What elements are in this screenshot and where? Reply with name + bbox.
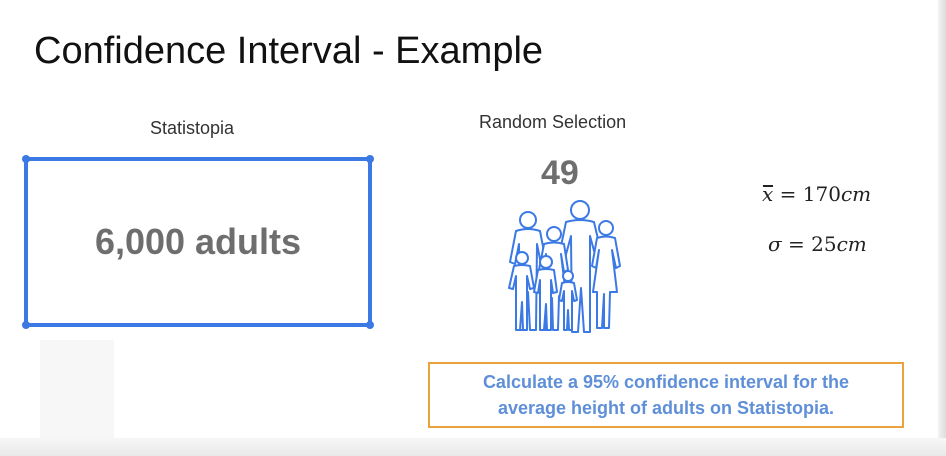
sample-label: Random Selection <box>479 112 627 132</box>
task-box: Calculate a 95% confidence interval for … <box>428 362 904 428</box>
sd-unit: cm <box>836 232 867 256</box>
task-text-line-1: Calculate a 95% confidence interval for … <box>482 372 850 392</box>
mean-value: 170 <box>802 182 841 206</box>
sample-mean: x = 170cm <box>762 182 871 206</box>
box-corner-handle <box>22 155 30 163</box>
background-shade <box>40 340 114 456</box>
population-label: Statistopia <box>150 118 235 138</box>
people-group-icon <box>508 200 621 333</box>
sigma-symbol: σ <box>768 232 782 256</box>
mean-symbol: x <box>762 182 774 206</box>
sd-operator: = <box>788 232 805 256</box>
task-text-line-2: average height of adults on Statistopia. <box>497 398 835 418</box>
sd-value: 25 <box>811 232 837 256</box>
box-corner-handle <box>366 155 374 163</box>
population-size: 6,000 adults <box>94 221 302 262</box>
population-box: 6,000 adults <box>22 155 374 329</box>
standard-deviation: σ = 25cm <box>768 232 867 256</box>
sample-size: 49 <box>541 154 579 192</box>
slide-bottom-edge <box>0 438 946 456</box>
mean-operator: = <box>779 182 797 206</box>
mean-unit: cm <box>840 182 872 206</box>
slide-title: Confidence Interval - Example <box>34 30 544 72</box>
box-corner-handle <box>22 321 30 329</box>
box-corner-handle <box>366 321 374 329</box>
slide-right-edge <box>938 0 946 456</box>
